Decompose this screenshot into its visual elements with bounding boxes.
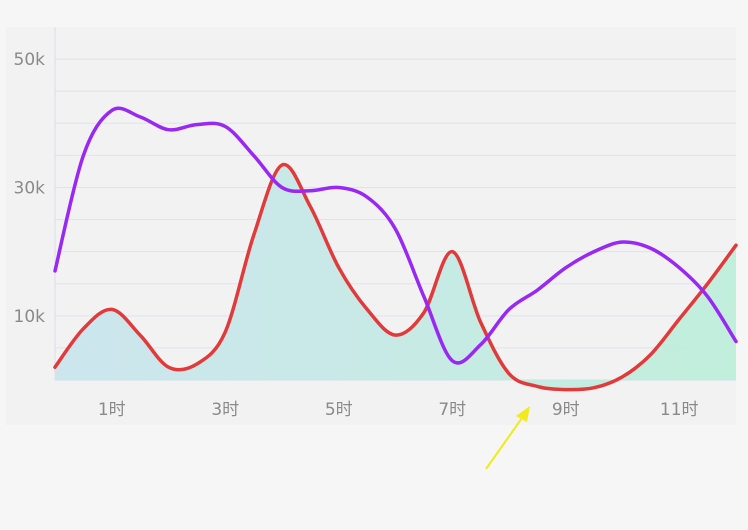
annotation-arrow-head — [516, 406, 530, 422]
x-tick-label: 11时 — [660, 400, 699, 420]
series-lines — [53, 106, 738, 392]
x-tick-labels: 1时 3时 5时 7时 9时 11时 — [98, 400, 699, 420]
series-line-1 — [53, 106, 738, 365]
x-tick-label: 9时 — [552, 400, 580, 420]
grid-lines — [55, 58, 736, 349]
x-tick-label: 5时 — [325, 400, 353, 420]
y-tick-labels: 50k 30k 10k — [14, 50, 46, 327]
x-tick-label: 7时 — [438, 400, 466, 420]
x-tick-label: 1时 — [98, 400, 126, 420]
y-tick-label: 10k — [14, 307, 46, 327]
x-tick-label: 3时 — [211, 400, 239, 420]
y-tick-label: 50k — [14, 50, 46, 70]
series-line-2 — [53, 162, 738, 392]
y-tick-label: 30k — [14, 178, 46, 198]
annotation-arrow — [485, 417, 523, 470]
